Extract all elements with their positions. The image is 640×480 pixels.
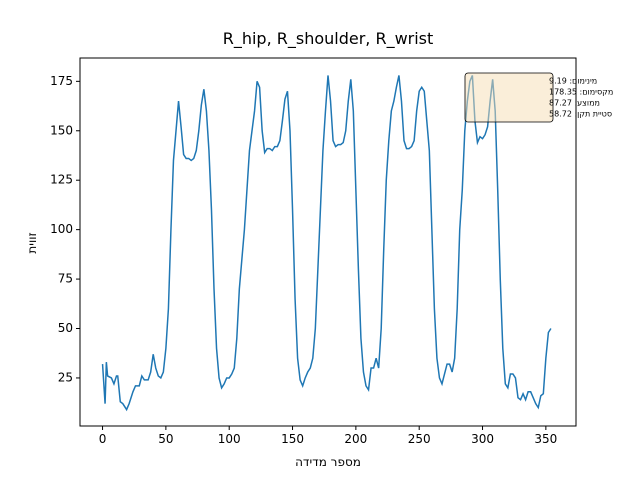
chart-title: R_hip, R_shoulder, R_wrist — [223, 29, 434, 49]
x-tick-label: 350 — [534, 432, 557, 446]
x-tick-label: 200 — [344, 432, 367, 446]
x-tick-label: 100 — [218, 432, 241, 446]
y-tick-label: 100 — [50, 222, 73, 236]
x-tick-label: 300 — [471, 432, 494, 446]
x-tick-label: 0 — [99, 432, 107, 446]
plot-frame — [79, 57, 577, 427]
x-tick-label: 250 — [408, 432, 431, 446]
stats-line: מקסימום: 178.35 — [549, 88, 613, 97]
y-tick-label: 50 — [58, 321, 73, 335]
stats-line: סטיית תקן: 58.72 — [549, 110, 612, 119]
x-tick-label: 50 — [158, 432, 173, 446]
y-tick-label: 125 — [50, 173, 73, 187]
y-tick-label: 25 — [58, 370, 73, 384]
stats-line: מינימום: 9.19 — [549, 77, 597, 86]
stats-box-bg — [464, 72, 554, 123]
y-tick-label: 175 — [50, 74, 73, 88]
stats-box: מינימום: 9.19 מקסימום: 178.35 ממוצע: 87.27… — [464, 72, 613, 123]
stats-line: ממוצע: 87.27 — [549, 99, 600, 108]
x-axis-label: מספר מדידה — [295, 455, 361, 469]
y-tick-label: 75 — [58, 272, 73, 286]
x-tick-label: 150 — [281, 432, 304, 446]
y-axis-label: זווית — [25, 232, 39, 253]
data-line — [101, 75, 552, 412]
y-tick-label: 150 — [50, 123, 73, 137]
